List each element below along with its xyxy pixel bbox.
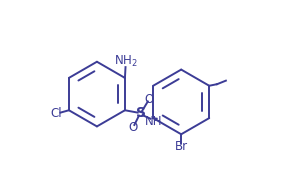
- Text: O: O: [128, 121, 137, 134]
- Text: NH$_2$: NH$_2$: [114, 54, 138, 69]
- Text: NH: NH: [145, 114, 162, 128]
- Text: S: S: [135, 106, 146, 120]
- Text: Cl: Cl: [50, 107, 62, 120]
- Text: O: O: [145, 93, 154, 106]
- Text: Br: Br: [175, 141, 188, 153]
